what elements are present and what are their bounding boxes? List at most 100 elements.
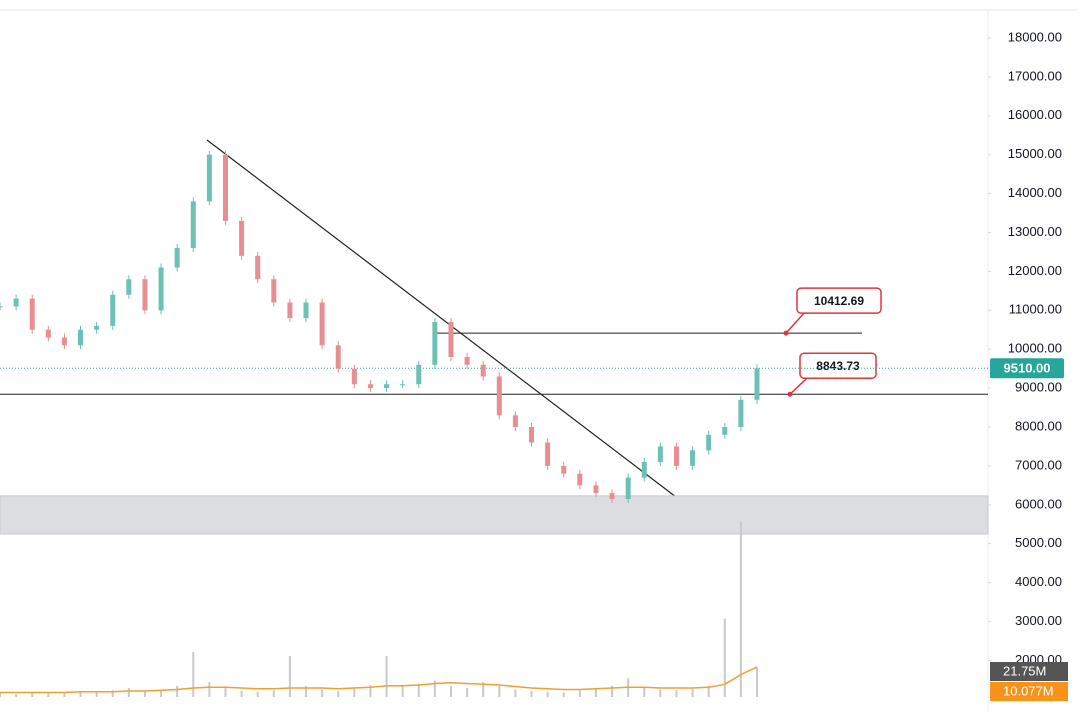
volume-bar xyxy=(208,682,211,697)
y-tick-label: 6000.00 xyxy=(1015,496,1062,511)
volume-bar xyxy=(111,690,114,697)
y-tick-label: 8000.00 xyxy=(1015,418,1062,433)
volume-bar xyxy=(514,689,517,697)
zone[interactable] xyxy=(0,495,989,535)
y-tick-label: 17000.00 xyxy=(1008,68,1062,83)
volume-bar xyxy=(256,691,259,697)
volume-bar xyxy=(756,667,758,697)
y-tick-label: 10000.00 xyxy=(1008,341,1062,356)
volume-bar xyxy=(466,688,469,697)
volume-bar xyxy=(611,685,614,697)
candle xyxy=(271,279,277,303)
candle xyxy=(239,220,245,256)
candle xyxy=(625,477,631,499)
candle xyxy=(351,368,357,385)
candle xyxy=(190,201,196,249)
volume-bar xyxy=(321,689,324,697)
trend-line[interactable] xyxy=(206,139,677,498)
candle xyxy=(29,298,35,330)
volume-bar xyxy=(176,685,179,697)
candle xyxy=(657,446,663,463)
price-label-box[interactable] xyxy=(799,352,877,379)
candle xyxy=(593,485,599,494)
y-tick-label: 3000.00 xyxy=(1015,613,1062,628)
volume-bar xyxy=(305,685,308,697)
label-pointer xyxy=(785,311,815,334)
volume-bar xyxy=(417,683,420,697)
price-label: 8843.73 xyxy=(816,359,860,373)
volume-bar xyxy=(449,685,452,697)
candle xyxy=(255,255,261,280)
candle xyxy=(158,267,164,311)
candle xyxy=(464,356,470,365)
volume-bar xyxy=(47,693,50,697)
y-tick-label: 13000.00 xyxy=(1008,224,1062,239)
volume-tag xyxy=(990,662,1068,681)
volume-bar xyxy=(0,693,1,697)
volume-bar xyxy=(224,688,227,697)
y-tick-label: 4000.00 xyxy=(1015,574,1062,589)
candle xyxy=(319,302,325,346)
candle xyxy=(94,325,100,330)
candle xyxy=(174,248,180,268)
y-tick-label: 18000.00 xyxy=(1008,29,1062,44)
y-tick-label: 14000.00 xyxy=(1008,185,1062,200)
volume-bar xyxy=(578,690,581,697)
candle xyxy=(206,154,212,202)
candle xyxy=(561,465,567,474)
candle xyxy=(448,321,454,357)
candle xyxy=(287,302,293,319)
candle xyxy=(384,384,390,389)
volume-bar xyxy=(143,691,146,697)
volume-tag-label: 10.077M xyxy=(1003,683,1054,698)
y-tick-label: 15000.00 xyxy=(1008,146,1062,161)
candle xyxy=(400,384,406,386)
volume-bar xyxy=(594,688,597,697)
volume-bar xyxy=(723,618,726,697)
y-tick-label: 12000.00 xyxy=(1008,263,1062,278)
volume-tag-label: 21.75M xyxy=(1003,663,1046,678)
candle xyxy=(110,294,116,326)
candle xyxy=(577,473,583,486)
volume-bar xyxy=(192,652,195,697)
volume-bar xyxy=(79,692,82,697)
candle xyxy=(222,154,228,221)
last-price-tag xyxy=(990,358,1064,379)
candle xyxy=(432,321,438,365)
candle xyxy=(496,376,502,416)
candle xyxy=(690,450,696,466)
volume-bar xyxy=(401,686,404,697)
y-tick-label: 7000.00 xyxy=(1015,457,1062,472)
candle xyxy=(512,415,518,428)
y-tick-label: 11000.00 xyxy=(1009,302,1062,317)
y-tick-label: 5000.00 xyxy=(1015,535,1062,550)
volume-bar xyxy=(675,690,678,697)
y-tick-label: 9000.00 xyxy=(1015,380,1062,395)
candle xyxy=(609,493,615,499)
price-label-box[interactable] xyxy=(796,287,882,314)
volume-bar xyxy=(127,688,130,697)
volume-bar xyxy=(15,694,18,697)
candle xyxy=(722,427,728,435)
volume-bar xyxy=(288,655,291,697)
volume-bar xyxy=(385,655,388,697)
candle xyxy=(142,279,148,311)
volume-bar xyxy=(337,691,340,697)
volume-bar xyxy=(643,687,646,697)
volume-tag xyxy=(990,682,1068,701)
volume-bar xyxy=(272,690,275,697)
volume-bar xyxy=(562,692,565,697)
candle xyxy=(754,368,760,400)
candle xyxy=(673,446,679,466)
candle xyxy=(706,434,712,451)
volume-bar xyxy=(530,691,533,697)
candle xyxy=(45,329,51,338)
candle xyxy=(126,279,132,295)
candle xyxy=(61,337,67,346)
label-pointer xyxy=(789,376,818,395)
candle xyxy=(303,302,309,319)
candle xyxy=(0,306,3,308)
last-price-label: 9510.00 xyxy=(1004,361,1051,376)
